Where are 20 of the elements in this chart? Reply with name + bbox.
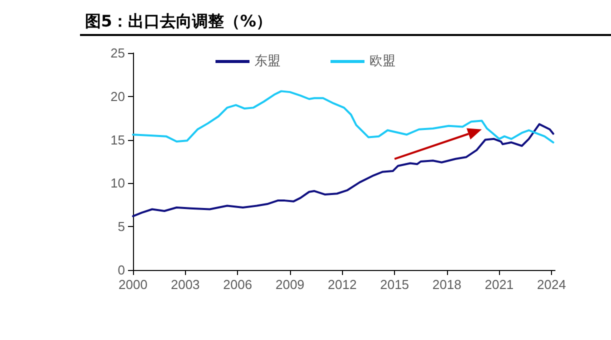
y-tick-label: 10 (110, 176, 125, 191)
x-tick-label: 2006 (223, 277, 252, 292)
y-tick-label: 20 (110, 88, 125, 104)
y-tick-label: 25 (110, 46, 125, 60)
x-tick-label: 2009 (275, 277, 304, 292)
x-tick-label: 2000 (118, 277, 148, 292)
x-tick-label: 2018 (432, 277, 462, 292)
line-series (132, 123, 554, 218)
line-series (132, 90, 554, 144)
x-tick-label: 2012 (328, 277, 357, 292)
x-tick-label: 2024 (537, 277, 566, 292)
legend-label: 东盟 (254, 54, 280, 69)
x-tick-label: 2003 (170, 277, 200, 292)
x-tick-label: 2021 (484, 277, 514, 292)
x-tick-label: 2015 (380, 277, 410, 292)
y-tick-label: 15 (110, 132, 125, 148)
legend-label: 欧盟 (370, 54, 396, 69)
y-tick-label: 5 (118, 219, 125, 234)
chart-title: 图5：出口去向调整（%） (85, 12, 272, 30)
y-tick-label: 0 (118, 262, 125, 278)
